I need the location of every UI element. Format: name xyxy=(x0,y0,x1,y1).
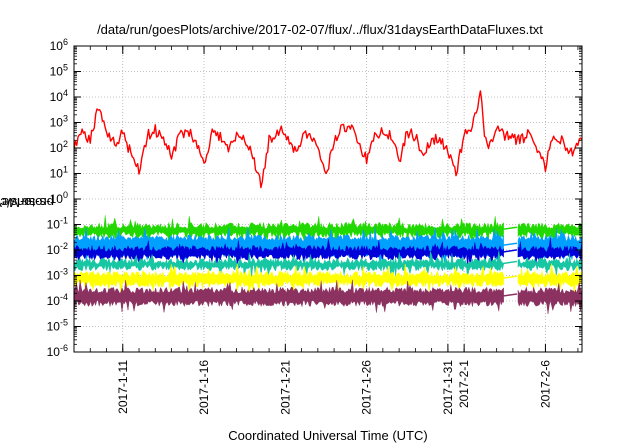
x-tick-label: 2017-1-31 xyxy=(441,360,455,415)
y-tick-label: 100 xyxy=(50,190,68,206)
y-tick-label-exponent: -1 xyxy=(60,216,68,226)
y-tick-label-base: 10 xyxy=(50,65,64,79)
y-tick-label-base: 10 xyxy=(47,345,61,359)
series-band-4 xyxy=(74,263,504,295)
y-tick-label: 10-2 xyxy=(47,241,68,257)
y-tick-label-exponent: 5 xyxy=(63,63,68,73)
x-tick-label: 2017-1-26 xyxy=(360,360,374,415)
y-tick-label-base: 10 xyxy=(50,116,64,130)
series-band-3 xyxy=(74,250,504,279)
y-tick-label: 10-1 xyxy=(47,216,68,232)
y-tick-label: 106 xyxy=(50,37,68,53)
y-tick-label: 10-5 xyxy=(47,318,68,334)
series-gap-connector-3 xyxy=(496,260,518,266)
series-gap-connector-2 xyxy=(496,249,518,254)
y-tick-label: 103 xyxy=(50,114,68,130)
y-tick-label-exponent: 4 xyxy=(63,88,68,98)
series-line-red xyxy=(74,90,582,189)
x-tick-label: 2017-1-21 xyxy=(278,360,292,415)
y-tick-label-base: 10 xyxy=(47,269,61,283)
y-tick-label: 10-6 xyxy=(47,343,68,359)
y-tick-label-base: 10 xyxy=(50,192,64,206)
y-tick-label-exponent: -2 xyxy=(60,241,68,251)
y-tick-label-exponent: -4 xyxy=(60,292,68,302)
chart-title: /data/run/goesPlots/archive/2017-02-07/f… xyxy=(97,22,543,37)
y-tick-label-exponent: 3 xyxy=(63,114,68,124)
x-tick-label: 2017-1-11 xyxy=(116,360,130,414)
y-tick-label: 10-4 xyxy=(47,292,68,308)
series-group xyxy=(74,90,582,315)
y-tick-label: 104 xyxy=(50,88,68,104)
y-tick-label-exponent: 1 xyxy=(63,165,68,175)
y-tick-label: 105 xyxy=(50,63,68,79)
x-tick-label: 2017-2-1 xyxy=(457,360,471,408)
y-tick-label-base: 10 xyxy=(47,218,61,232)
y-tick-label-base: 10 xyxy=(50,39,64,53)
series-band-5 xyxy=(517,282,582,314)
series-gap-connector-4 xyxy=(496,275,518,280)
x-tick-label: 2017-1-16 xyxy=(197,360,211,415)
y-tick-label-exponent: 6 xyxy=(63,37,68,47)
series-gap-connector-5 xyxy=(496,293,518,298)
y-axis-title-rest: -s-sr-MeV xyxy=(0,195,51,211)
y-tick-label-base: 10 xyxy=(47,294,61,308)
x-tick-label: 2017-2-6 xyxy=(538,360,552,408)
y-tick-label: 102 xyxy=(50,139,68,155)
y-tick-label-exponent: -3 xyxy=(60,267,68,277)
y-tick-label-exponent: -6 xyxy=(60,343,68,353)
y-tick-label-exponent: 2 xyxy=(63,139,68,149)
y-tick-label-base: 10 xyxy=(50,167,64,181)
y-tick-label-base: 10 xyxy=(50,90,64,104)
x-axis-title: Coordinated Universal Time (UTC) xyxy=(228,428,428,443)
y-tick-label: 10-3 xyxy=(47,267,68,283)
y-tick-label-exponent: -5 xyxy=(60,318,68,328)
series-gap-connector-0 xyxy=(496,226,518,231)
y-tick-label-base: 10 xyxy=(47,243,61,257)
y-tick-label: 101 xyxy=(50,165,68,181)
y-tick-label-base: 10 xyxy=(47,320,61,334)
y-tick-label-exponent: 0 xyxy=(63,190,68,200)
plot-frame xyxy=(73,45,583,353)
y-tick-label-base: 10 xyxy=(50,141,64,155)
series-band-5 xyxy=(74,279,504,315)
